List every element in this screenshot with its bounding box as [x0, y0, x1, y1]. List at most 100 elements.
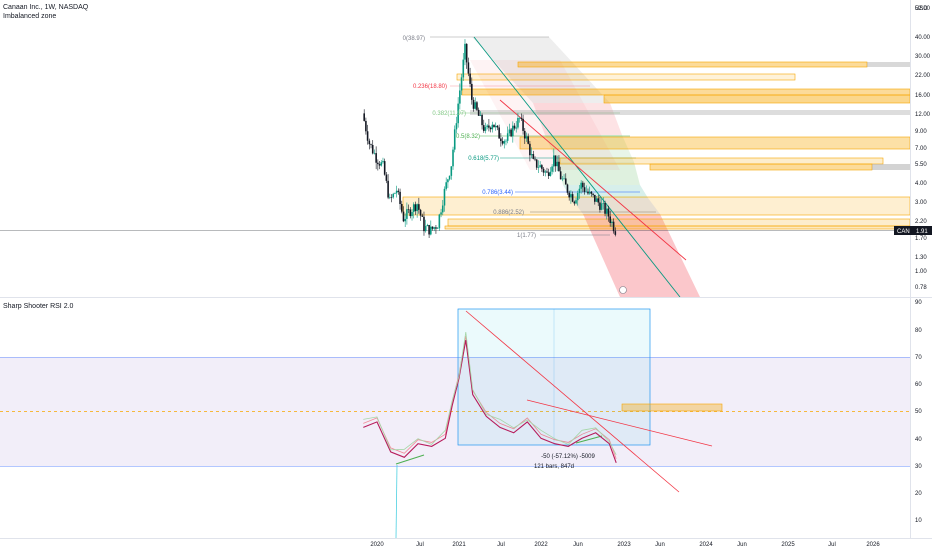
- candle-body: [404, 218, 406, 222]
- candle-body: [530, 154, 533, 156]
- candle-body: [576, 192, 579, 201]
- fib-band-618-786: [563, 185, 648, 198]
- candle-body: [597, 198, 600, 203]
- candle-body: [423, 216, 425, 232]
- candle-body: [395, 190, 398, 194]
- candle-body: [484, 127, 487, 131]
- price-tag-value: 1.91: [916, 229, 928, 235]
- candle-body: [373, 153, 376, 154]
- fib-channel-overlay: [470, 60, 620, 170]
- time-tick-label: 2026: [866, 542, 880, 548]
- candle-body: [385, 174, 388, 181]
- candle-body: [469, 73, 471, 84]
- candle-body: [414, 204, 417, 212]
- candle-body: [546, 171, 548, 173]
- price-tick-label: 16.00: [915, 93, 931, 99]
- candle-body: [457, 103, 459, 124]
- time-tick-label: 2025: [781, 542, 795, 548]
- candle-body: [424, 226, 427, 232]
- candle-body: [604, 203, 606, 214]
- candle-body: [503, 141, 506, 144]
- candle-body: [418, 204, 420, 210]
- candle-body: [498, 127, 500, 139]
- price-tick-label: 1.00: [915, 269, 927, 275]
- candle-body: [416, 204, 418, 212]
- candle-body: [443, 188, 446, 206]
- candle-body: [517, 117, 519, 128]
- candlesticks: [363, 39, 617, 238]
- candle-body: [585, 191, 588, 193]
- candle-body: [431, 226, 434, 229]
- candle-body: [539, 165, 541, 168]
- imbalance-zone: [517, 61, 868, 68]
- candle-body: [561, 178, 564, 180]
- candle-body: [407, 209, 410, 210]
- candle-body: [421, 215, 424, 217]
- fib-label: 0.382(11.97): [432, 111, 466, 117]
- candle-body: [375, 153, 377, 163]
- rsi-spike: [395, 464, 398, 538]
- fib-band-0-236: [472, 37, 610, 103]
- price-tick-label: 40.00: [915, 35, 931, 41]
- rsi-axis-ticks[interactable]: 90 80 70 60 50 40 30 20 10: [915, 300, 922, 524]
- rsi-tick-label: 80: [915, 328, 922, 334]
- candle-body: [392, 193, 395, 198]
- candle-body: [568, 192, 570, 198]
- measure-text: -50 (-57.12%) -5009: [541, 454, 595, 460]
- candle-body: [488, 125, 490, 128]
- rsi-tick-label: 40: [915, 437, 922, 443]
- candle-body: [590, 191, 593, 194]
- candle-body: [537, 167, 540, 168]
- fib-label: 0.886(2.52): [493, 210, 524, 216]
- candle-body: [607, 208, 610, 217]
- price-tick-label: 9.00: [915, 129, 927, 135]
- candle-body: [494, 125, 497, 128]
- candle-body: [500, 138, 502, 142]
- candle-body: [513, 125, 516, 129]
- rsi-tick-label: 20: [915, 491, 922, 497]
- time-tick-label: 2024: [699, 542, 713, 548]
- candle-body: [428, 225, 430, 235]
- candle-body: [462, 59, 465, 78]
- price-axis-ticks[interactable]: 52.00 40.00 30.00 22.00 16.00 12.00 9.00 7.00 5.…: [915, 6, 931, 291]
- time-tick-label: Jun: [573, 542, 583, 548]
- fib-label: 0.618(5.77): [468, 156, 499, 162]
- rsi-trendline-red: [465, 310, 680, 493]
- rsi-tick-label: 90: [915, 300, 922, 306]
- candle-body: [541, 165, 543, 169]
- time-tick-label: Jul: [416, 542, 424, 548]
- candle-body: [592, 193, 594, 195]
- candle-body: [612, 221, 615, 232]
- candle-body: [505, 140, 507, 142]
- time-axis-ticks[interactable]: 2020 Jul 2021 Jul 2022 Jun 2023 Jun 2024 Jun 2025 J…: [370, 542, 880, 548]
- candle-body: [508, 129, 511, 134]
- candle-body: [594, 194, 596, 202]
- candle-body: [554, 155, 557, 167]
- candle-body: [370, 144, 372, 145]
- rsi-panel-title: Sharp Shooter RSI 2.0: [3, 303, 74, 310]
- candle-body: [566, 184, 569, 193]
- fib-label: 0.236(18.80): [413, 84, 447, 90]
- event-marker-icon[interactable]: [619, 286, 627, 294]
- time-tick-label: Jun: [737, 542, 747, 548]
- candle-body: [542, 168, 545, 173]
- candle-body: [522, 118, 524, 131]
- measure-text: 121 bars, 847d: [534, 464, 574, 470]
- candle-body: [520, 117, 523, 119]
- fib-label: 0.786(3.44): [482, 190, 513, 196]
- candle-body: [440, 212, 442, 215]
- candle-body: [460, 77, 463, 91]
- imbalance-zone: [447, 218, 910, 227]
- price-tick-label: 12.00: [915, 112, 931, 118]
- candle-body: [573, 201, 576, 204]
- trendline-green: [473, 36, 681, 297]
- candle-body: [583, 187, 586, 192]
- imbalance-zone: [461, 88, 910, 96]
- candle-body: [472, 99, 475, 109]
- grey-zone: [872, 164, 910, 170]
- candle-body: [419, 209, 422, 216]
- price-tick-label: 22.00: [915, 73, 931, 79]
- candle-body: [445, 182, 447, 189]
- grey-zone: [867, 62, 910, 67]
